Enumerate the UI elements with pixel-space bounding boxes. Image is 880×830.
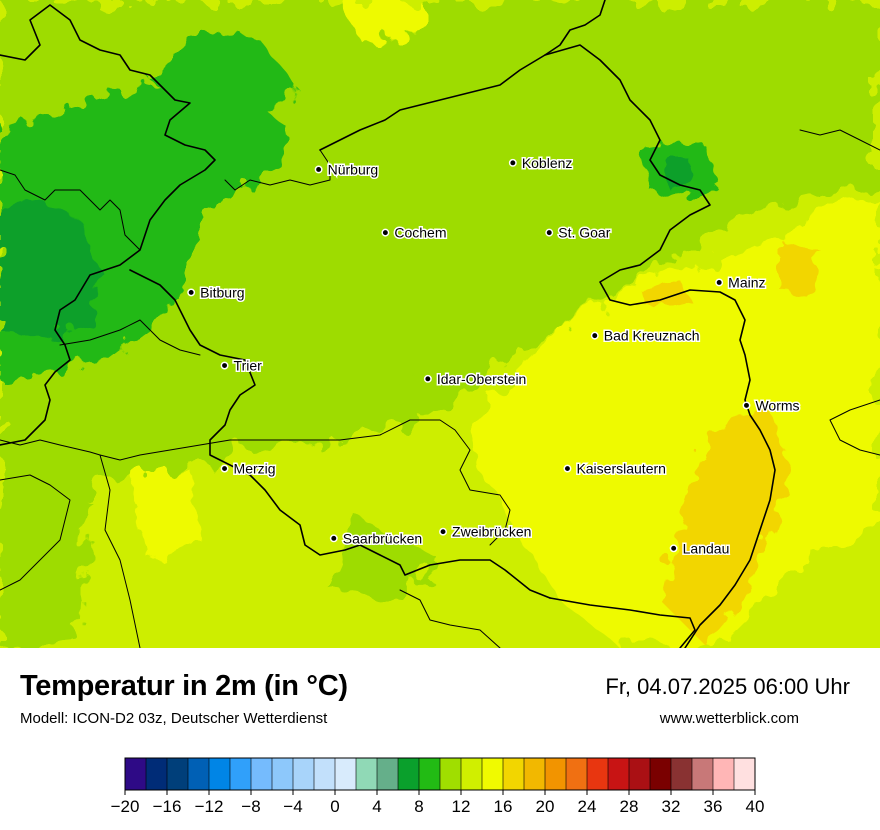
legend-tick-label: 36 bbox=[704, 797, 723, 816]
legend-swatch bbox=[587, 758, 608, 790]
legend-swatch bbox=[734, 758, 755, 790]
city-label: Cochem bbox=[394, 225, 446, 241]
city-marker bbox=[220, 361, 229, 370]
city-marker bbox=[590, 331, 599, 340]
website-link[interactable]: www.wetterblick.com bbox=[659, 710, 799, 727]
forecast-datetime: Fr, 04.07.2025 06:00 Uhr bbox=[605, 674, 850, 699]
legend-tick-label: 40 bbox=[746, 797, 765, 816]
city-marker bbox=[187, 288, 196, 297]
legend-swatch bbox=[209, 758, 230, 790]
city-marker bbox=[563, 464, 572, 473]
legend-swatch bbox=[251, 758, 272, 790]
city-marker bbox=[314, 165, 323, 174]
legend-swatch bbox=[125, 758, 146, 790]
legend-swatch bbox=[167, 758, 188, 790]
temperature-map: Nürburg Koblenz Cochem St. Goar Bitburg Mainz… bbox=[0, 0, 880, 648]
legend-swatch bbox=[461, 758, 482, 790]
temperature-area-16-18 bbox=[640, 240, 820, 640]
city-marker bbox=[439, 527, 447, 536]
legend-tick-label: 16 bbox=[494, 797, 513, 816]
city-label: Worms bbox=[755, 397, 799, 413]
legend-swatch bbox=[146, 758, 167, 790]
city-marker bbox=[669, 544, 678, 553]
city-label: Idar-Oberstein bbox=[437, 371, 526, 387]
city-markers: Nürburg Koblenz Cochem St. Goar Bitburg Mainz… bbox=[187, 153, 801, 558]
legend-swatch bbox=[650, 758, 671, 790]
legend-tick-label: 4 bbox=[372, 797, 381, 816]
city-marker bbox=[508, 158, 517, 167]
city-label: Merzig bbox=[234, 461, 276, 477]
legend-swatch bbox=[230, 758, 251, 790]
legend-swatch bbox=[692, 758, 713, 790]
city-marker bbox=[381, 228, 390, 237]
color-legend: −20 −16 −12 −8 −4 0 4 8 12 16 20 24 28 32 36 40 bbox=[111, 757, 765, 816]
legend-swatch bbox=[377, 758, 398, 790]
legend-swatch bbox=[398, 758, 419, 790]
city-label: Trier bbox=[234, 358, 263, 374]
legend-swatch bbox=[419, 758, 440, 790]
legend-tick-label: −8 bbox=[241, 797, 260, 816]
city-label: Bad Kreuznach bbox=[604, 328, 700, 344]
legend-swatch bbox=[293, 758, 314, 790]
legend-swatch bbox=[314, 758, 335, 790]
city-label: Bitburg bbox=[200, 284, 244, 300]
temperature-area-14-16 bbox=[130, 0, 880, 648]
map-footer: Temperatur in 2m (in °C) Modell: ICON-D2… bbox=[0, 648, 880, 830]
legend-swatch bbox=[356, 758, 377, 790]
legend-tick-label: 24 bbox=[578, 797, 597, 816]
legend-swatch bbox=[608, 758, 629, 790]
city-marker bbox=[220, 464, 229, 473]
map-title: Temperatur in 2m (in °C) bbox=[20, 670, 348, 702]
legend-tick-label: 28 bbox=[620, 797, 639, 816]
legend-tick-label: −20 bbox=[111, 797, 140, 816]
city-marker bbox=[715, 278, 724, 287]
model-info: Modell: ICON-D2 03z, Deutscher Wetterdie… bbox=[20, 710, 328, 727]
legend-swatch bbox=[188, 758, 209, 790]
temperature-area-6-8 bbox=[0, 160, 695, 340]
legend-swatch bbox=[503, 758, 524, 790]
legend-swatch bbox=[671, 758, 692, 790]
legend-swatch bbox=[440, 758, 461, 790]
city-marker bbox=[742, 401, 751, 410]
legend-swatch bbox=[566, 758, 587, 790]
city-marker bbox=[423, 374, 432, 383]
legend-tick-label: 12 bbox=[452, 797, 471, 816]
legend-swatch bbox=[335, 758, 356, 790]
city-label: Koblenz bbox=[522, 155, 573, 171]
legend-swatch bbox=[482, 758, 503, 790]
legend-swatch bbox=[629, 758, 650, 790]
legend-swatch bbox=[545, 758, 566, 790]
legend-swatch bbox=[524, 758, 545, 790]
legend-tick-label: 8 bbox=[414, 797, 423, 816]
city-label: Mainz bbox=[728, 274, 765, 290]
city-label: Nürburg bbox=[328, 161, 379, 177]
city-label: Kaiserslautern bbox=[576, 461, 666, 477]
legend-swatch bbox=[713, 758, 734, 790]
legend-tick-label: −12 bbox=[195, 797, 224, 816]
legend-tick-label: 20 bbox=[536, 797, 555, 816]
border-lines bbox=[0, 0, 880, 648]
city-label: Landau bbox=[683, 540, 730, 556]
legend-frame bbox=[124, 757, 756, 791]
legend-swatch bbox=[272, 758, 293, 790]
city-label: St. Goar bbox=[558, 225, 610, 241]
legend-tick-label: −16 bbox=[153, 797, 182, 816]
legend-tick-label: 32 bbox=[662, 797, 681, 816]
legend-tick-label: −4 bbox=[283, 797, 302, 816]
city-marker bbox=[329, 534, 338, 543]
city-marker bbox=[545, 228, 554, 237]
city-label: Saarbrücken bbox=[343, 530, 422, 546]
legend-tick-label: 0 bbox=[330, 797, 339, 816]
city-label: Zweibrücken bbox=[452, 524, 531, 540]
